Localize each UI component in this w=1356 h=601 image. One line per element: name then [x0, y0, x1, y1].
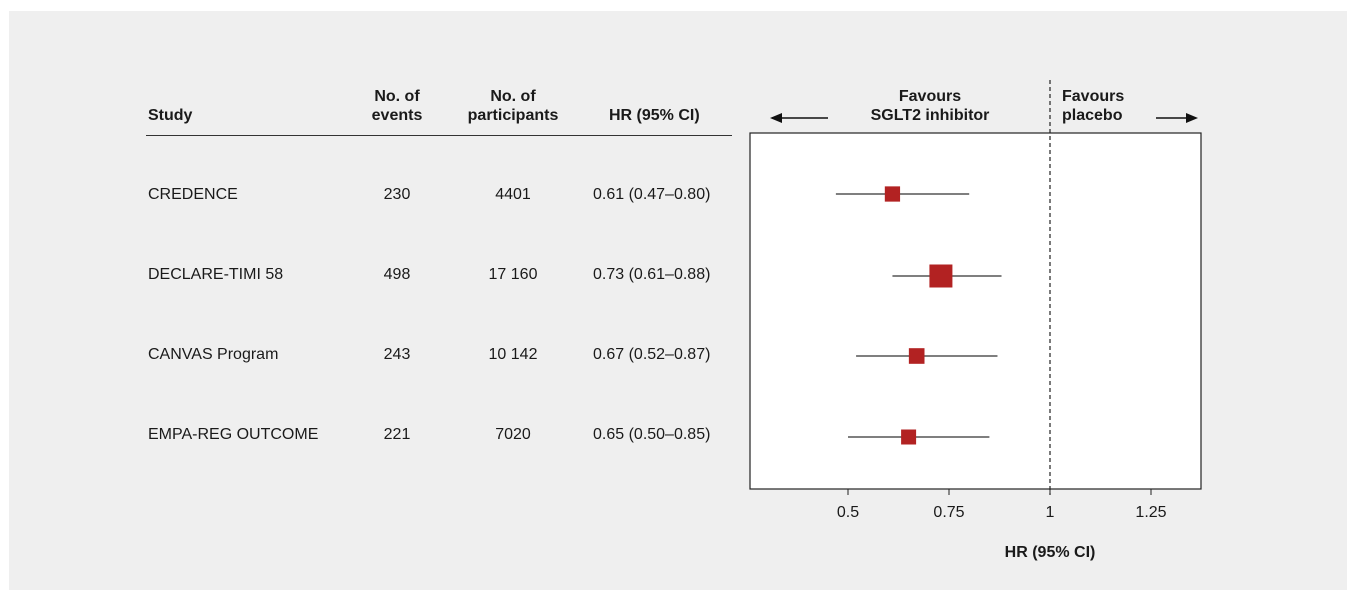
row-events: 230	[383, 186, 411, 203]
hr-marker	[929, 264, 953, 288]
hr-marker	[908, 348, 925, 364]
x-axis-label: HR (95% CI)	[1004, 544, 1096, 561]
favours-left-arrow-head	[770, 113, 782, 123]
header-hr: HR (95% CI)	[609, 107, 700, 124]
favours-left-label: Favours SGLT2 inhibitor	[870, 88, 990, 124]
row-events: 498	[383, 266, 411, 283]
x-tick-label: 1	[1045, 504, 1055, 521]
x-tick-label: 0.75	[933, 504, 965, 521]
row-events: 243	[383, 346, 411, 363]
row-participants: 17 160	[488, 266, 538, 283]
header-events: No. of events	[371, 88, 423, 124]
header-study: Study	[148, 107, 193, 124]
row-participants: 10 142	[488, 346, 538, 363]
x-tick-label: 1.25	[1135, 504, 1167, 521]
header-rule	[146, 135, 732, 136]
row-hr: 0.67 (0.52–0.87)	[593, 346, 711, 363]
row-study: EMPA-REG OUTCOME	[148, 426, 319, 443]
hr-marker	[884, 186, 901, 202]
plot-frame	[749, 132, 1202, 490]
row-participants: 7020	[495, 426, 531, 443]
row-hr: 0.61 (0.47–0.80)	[593, 186, 711, 203]
favours-right-arrow-head	[1186, 113, 1198, 123]
row-study: CREDENCE	[148, 186, 238, 203]
favours-right-label: Favours placebo	[1062, 88, 1125, 124]
x-tick-label: 0.5	[836, 504, 860, 521]
row-study: DECLARE-TIMI 58	[148, 266, 284, 283]
row-events: 221	[383, 426, 411, 443]
header-participants: No. of participants	[467, 88, 559, 124]
row-hr: 0.73 (0.61–0.88)	[593, 266, 711, 283]
row-hr: 0.65 (0.50–0.85)	[593, 426, 711, 443]
row-participants: 4401	[495, 186, 531, 203]
hr-marker	[901, 429, 917, 445]
row-study: CANVAS Program	[148, 346, 279, 363]
